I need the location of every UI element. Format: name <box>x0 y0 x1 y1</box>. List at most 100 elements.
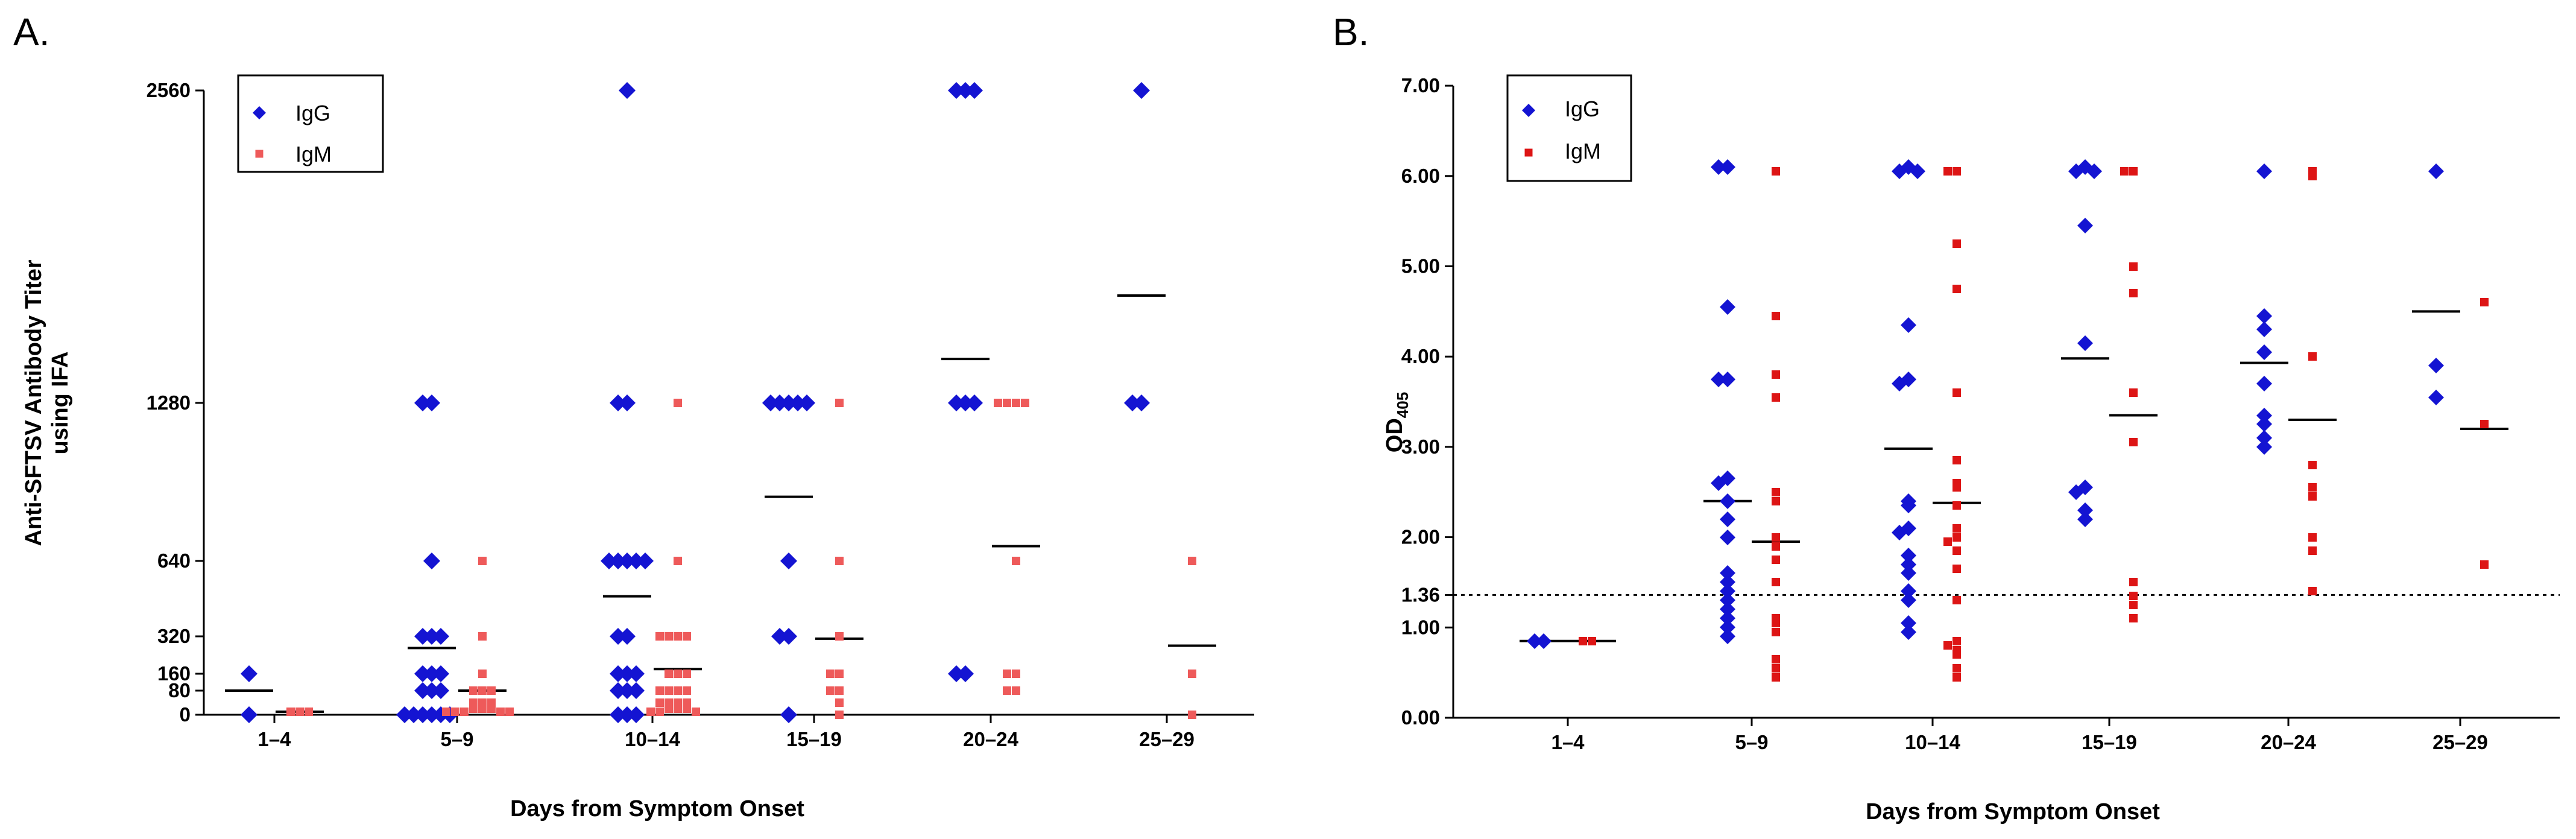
panel-a-x-axis-title: Days from Symptom Onset <box>510 796 804 822</box>
panel-a-igg-point <box>771 394 788 411</box>
panel-b-y-axis-title-main: OD <box>1382 418 1407 452</box>
panel-a-igg-point <box>619 394 636 411</box>
panel-b-igm-point <box>2129 592 2138 600</box>
panel-b-y-tick-label: 3.00 <box>1401 435 1440 458</box>
panel-a-igg-point <box>966 82 983 99</box>
panel-b-igg-point <box>1720 574 1735 590</box>
panel-b-igg-point <box>1720 299 1735 315</box>
panel-a-igm-point <box>451 708 459 716</box>
panel-a-igg-point <box>241 665 257 682</box>
panel-b-igm-point <box>1953 388 1961 397</box>
panel-a-igg-point <box>628 665 645 682</box>
panel-b-igg-point <box>2077 335 2093 351</box>
panel-b-igg-point <box>1720 592 1735 608</box>
panel-a-y-tick-label: 1280 <box>147 391 191 414</box>
panel-a-igm-point <box>835 686 844 695</box>
panel-b-igm-point <box>2120 167 2129 176</box>
panel-b-igg-point <box>2068 484 2084 500</box>
panel-b-igm-point <box>1772 533 1780 542</box>
panel-b-igg-point <box>1720 583 1735 599</box>
panel-b-igm-point <box>1772 556 1780 564</box>
panel-b-igm-point <box>1772 312 1780 320</box>
panel-b-igg-point <box>1901 624 1916 640</box>
panel-a-igm-point <box>655 686 664 695</box>
panel-a-igg-point <box>1124 394 1141 411</box>
panel-b-igm-point <box>1772 664 1780 673</box>
panel-b-igg-point <box>1901 615 1916 631</box>
panel-a-legend-label-igm: IgM <box>295 142 332 166</box>
panel-b-y-tick-label: 6.00 <box>1401 165 1440 187</box>
panel-a-igg-point <box>619 82 636 99</box>
panel-b-igm-point <box>2129 388 2138 397</box>
panel-a-letter: A. <box>13 10 49 54</box>
panel-a-x-tick-label: 25–29 <box>1139 728 1195 750</box>
panel-b-igm-point <box>1579 637 1587 645</box>
panel-b-igm-point <box>1953 664 1961 673</box>
panel-b-igm-point <box>2480 420 2489 428</box>
panel-b-igg-point <box>2256 430 2272 446</box>
panel-a-igg-point <box>601 552 617 569</box>
panel-b-igg-point <box>1901 583 1916 599</box>
panel-a-igg-point <box>423 706 440 723</box>
panel-b-x-tick-label: 25–29 <box>2432 731 2488 753</box>
panel-a-igg-point <box>1133 394 1150 411</box>
panel-b-igm-point <box>1953 456 1961 464</box>
panel-b-igg-point <box>1711 159 1726 175</box>
panel-b-igg-point <box>1901 557 1916 572</box>
panel-a-igg-point <box>966 394 983 411</box>
panel-a-igg-point <box>241 706 257 723</box>
panel-b-igm-point <box>1772 542 1780 551</box>
panel-a-igm-point <box>1188 557 1196 565</box>
panel-b-igg-point <box>2256 163 2272 179</box>
panel-a-igg-point <box>780 394 797 411</box>
panel-a-igg-point <box>948 665 965 682</box>
panel-a-y-tick-label: 160 <box>157 662 191 685</box>
panel-a-igm-point <box>496 708 505 716</box>
panel-a-igg-point <box>789 394 806 411</box>
panel-a-igg-point <box>762 394 779 411</box>
panel-a-igm-point <box>655 632 664 641</box>
panel-b-igg-point <box>1720 565 1735 581</box>
panel-a-igm-point <box>835 632 844 641</box>
panel-b-y-tick-label: 2.00 <box>1401 526 1440 548</box>
panel-a-igm-point <box>442 708 450 716</box>
panel-b-y-tick-label: 1.36 <box>1401 583 1440 606</box>
panel-a-igm-point <box>469 686 478 695</box>
panel-b-igg-point <box>2077 511 2093 527</box>
panel-b-igm-point <box>2480 298 2489 306</box>
panel-a-igg-point <box>628 706 645 723</box>
panel-b-igg-point <box>1892 525 1907 540</box>
panel-a-igm-point <box>683 704 691 713</box>
panel-a-igm-point <box>1003 399 1011 407</box>
panel-b-igg-point <box>1720 493 1735 509</box>
panel-a-x-tick-label: 1–4 <box>257 728 291 750</box>
panel-b-igg-point <box>1901 565 1916 581</box>
panel-b-igg-point <box>1720 372 1735 387</box>
panel-a-igm-point <box>674 632 682 641</box>
panel-a-igg-point <box>423 665 440 682</box>
panel-a-y-tick-label: 0 <box>180 703 191 726</box>
panel-a-igm-point <box>683 686 691 695</box>
panel-b-igg-point <box>1536 633 1552 649</box>
panel-b-igg-point <box>1720 610 1735 626</box>
panel-b-igm-point <box>1943 537 1952 546</box>
panel-a-igm-point <box>665 632 673 641</box>
panel-a-igm-point <box>460 708 469 716</box>
panel-b-igg-point <box>1720 511 1735 527</box>
panel-b-igg-point <box>1901 548 1916 563</box>
panel-a-igg-point <box>414 706 431 723</box>
panel-a-igm-point <box>1012 557 1020 565</box>
panel-b-igm-point <box>1953 533 1961 542</box>
panel-b-igm-point <box>2308 533 2317 542</box>
panel-a-legend-igg-marker <box>253 106 266 119</box>
panel-a-igg-point <box>619 706 636 723</box>
panel-b-igg-point <box>1720 159 1735 175</box>
panel-b-igg-point <box>1711 372 1726 387</box>
panel-b-igg-point <box>1901 498 1916 513</box>
panel-a-igg-point <box>610 552 627 569</box>
panel-b-x-tick-label: 20–24 <box>2261 731 2316 753</box>
panel-a-igm-point <box>1012 670 1020 678</box>
panel-b-legend-igm-marker <box>1524 148 1533 157</box>
panel-a-igm-point <box>826 686 835 695</box>
panel-a-igg-point <box>628 552 645 569</box>
